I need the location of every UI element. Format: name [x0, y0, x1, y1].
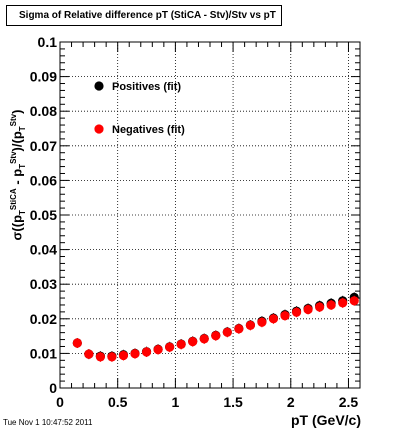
ylabel-mid: )/(p — [9, 131, 25, 152]
y-tick-label: 0.06 — [30, 172, 57, 188]
data-point-negatives — [280, 311, 290, 321]
ylabel-sub-t2: T — [17, 163, 27, 169]
data-point-negatives — [245, 320, 255, 330]
data-point-negatives — [84, 349, 94, 359]
data-point-negatives — [303, 304, 313, 315]
x-tick-label: 0.5 — [108, 394, 128, 410]
data-points — [72, 292, 359, 362]
y-tick-label: 0.07 — [30, 138, 57, 154]
x-tick-label: 1.5 — [223, 394, 243, 410]
chart-title: Sigma of Relative difference pT (StiCA -… — [6, 5, 282, 26]
y-tick-label: 0.09 — [30, 69, 57, 85]
data-point-negatives — [176, 339, 186, 350]
legend: Positives (fit) Negatives (fit) — [94, 81, 185, 136]
x-tick-label: 1 — [171, 394, 179, 410]
axis-ticks — [59, 41, 361, 389]
y-tick-label: 0.05 — [30, 207, 57, 223]
data-point-negatives — [107, 352, 117, 362]
data-point-negatives — [257, 317, 267, 327]
legend-marker-positives — [94, 81, 104, 91]
grid-lines — [60, 42, 360, 388]
x-tick-label: 0 — [56, 394, 64, 410]
legend-marker-negatives — [94, 124, 104, 134]
x-tick-label: 2 — [287, 394, 295, 410]
ylabel-sup-stv2: Stv — [9, 113, 19, 127]
data-point-negatives — [199, 334, 209, 344]
data-point-negatives — [188, 337, 198, 347]
data-point-negatives — [268, 314, 279, 324]
ylabel-sup-stv1: Stv — [9, 151, 19, 164]
data-point-negatives — [141, 347, 152, 357]
data-point-negatives — [315, 302, 325, 312]
data-point-negatives — [222, 327, 232, 337]
data-point-negatives — [118, 350, 129, 361]
ylabel-sub-t1: T — [17, 210, 27, 215]
y-tick-label: 0 — [49, 380, 57, 396]
y-tick-label: 0.08 — [30, 103, 57, 119]
tick-labels: 0 0.01 0.02 0.03 0.04 0.05 0.06 0.07 0.08 0.09 0.1… — [30, 34, 359, 410]
ylabel-sub-t3: T — [17, 126, 27, 132]
legend-label-positives: Positives (fit) — [112, 81, 181, 93]
x-axis-label: pT (GeV/c) — [291, 412, 362, 428]
y-tick-label: 0.1 — [38, 34, 58, 50]
ylabel-minus: - p — [9, 168, 25, 189]
y-tick-label: 0.03 — [30, 276, 57, 292]
y-tick-label: 0.01 — [30, 345, 57, 361]
data-point-negatives — [326, 300, 336, 310]
data-point-negatives — [72, 338, 82, 348]
data-point-negatives — [338, 298, 348, 308]
timestamp-footer: Tue Nov 1 10:47:52 2011 — [3, 418, 93, 427]
ylabel-sup-stica: StiCA — [9, 188, 19, 211]
y-tick-label: 0.04 — [30, 242, 57, 258]
data-point-negatives — [349, 296, 359, 306]
ylabel-close: ) — [9, 109, 25, 114]
data-point-negatives — [234, 324, 244, 334]
data-point-negatives — [130, 349, 140, 359]
legend-label-negatives: Negatives (fit) — [112, 124, 185, 136]
data-point-negatives — [153, 344, 163, 355]
data-point-negatives — [291, 307, 302, 317]
ylabel-sigma: σ((p — [9, 214, 25, 241]
x-tick-label: 2.5 — [339, 394, 359, 410]
y-tick-label: 0.02 — [30, 311, 57, 327]
data-point-negatives — [165, 342, 175, 352]
data-point-negatives — [95, 352, 105, 362]
data-point-negatives — [211, 331, 221, 341]
